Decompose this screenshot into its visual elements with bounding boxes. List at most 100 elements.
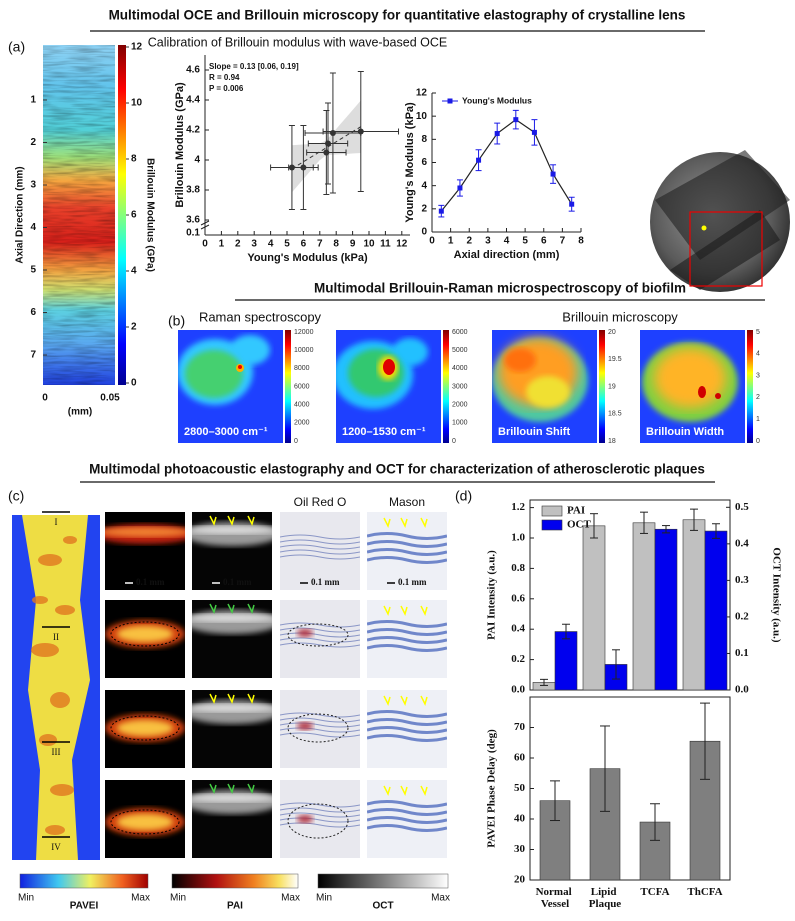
arrow <box>209 515 217 527</box>
roi-box <box>689 211 763 287</box>
arrow <box>420 517 428 529</box>
x-tick-label: 1 <box>448 236 454 247</box>
spectral-image <box>178 330 283 443</box>
y-tick-label: 60 <box>514 752 526 764</box>
legend-swatch <box>541 505 563 517</box>
x-tick-label: 5 <box>284 239 290 250</box>
colorbar-tick-label: 2000 <box>452 402 468 409</box>
column-title: Raman spectroscopy <box>199 309 322 324</box>
colorbar-tick-label: 19.5 <box>608 356 622 363</box>
x-tick-label: 3 <box>251 239 257 250</box>
image-label: 2800–3000 cm⁻¹ <box>184 426 268 438</box>
y-tick-label: 0.6 <box>511 592 525 604</box>
tissue-layer <box>367 808 447 816</box>
colorbar-tick-label: 6000 <box>452 329 468 336</box>
tissue-layer <box>367 824 447 832</box>
blob <box>392 338 428 366</box>
colorbar <box>317 873 449 889</box>
colorbar-min: Min <box>316 893 332 904</box>
tissue-layer <box>280 727 360 733</box>
image-background <box>280 600 360 678</box>
hotspot <box>698 386 706 398</box>
section-title: Multimodal OCE and Brillouin microscopy … <box>109 8 686 23</box>
pai-image <box>105 690 185 768</box>
lens-photo-band <box>670 210 780 290</box>
oct-image <box>192 690 272 768</box>
image-label: Brillouin Shift <box>498 426 570 438</box>
y2-tick-label: 0.1 <box>735 647 749 659</box>
tissue-layer <box>280 812 360 818</box>
annotation: Slope = 0.13 [0.06, 0.19] <box>209 62 299 71</box>
y-axis-label: Young's Modulus (kPa) <box>404 102 416 223</box>
x-tick-label: 7 <box>317 239 323 250</box>
y-tick-label: 3.8 <box>186 185 200 196</box>
colorbar-tick-label: 0 <box>294 438 298 445</box>
column-title: Oil Red O <box>294 495 347 509</box>
tissue-layer <box>280 802 360 808</box>
hotspot <box>38 554 62 566</box>
tissue-layer <box>280 622 360 628</box>
colorbar-tick-label: 6 <box>131 210 137 221</box>
tissue-layer <box>367 628 447 636</box>
point <box>476 157 482 163</box>
arrow <box>227 603 235 615</box>
bar <box>682 519 706 691</box>
error-bar <box>562 623 570 640</box>
colorbar-tick-label: 8 <box>131 154 137 165</box>
error-bar <box>540 678 548 686</box>
arrow <box>383 605 391 617</box>
y-tick-label: 4.2 <box>186 125 200 136</box>
colorbar-tick-label: 8000 <box>294 365 310 372</box>
tissue-layer <box>280 712 360 718</box>
hotspot <box>50 692 70 708</box>
point <box>357 128 364 135</box>
mason-image <box>367 512 447 590</box>
y2-tick-label: 0.0 <box>735 684 749 696</box>
blob <box>504 348 536 372</box>
y-tick-label: 4 <box>421 180 427 191</box>
hotspot <box>50 784 74 796</box>
blob <box>192 526 272 534</box>
y-tick-label: 50 <box>514 782 526 794</box>
point <box>329 130 336 136</box>
bar <box>654 528 678 691</box>
y-axis-label: PAVEI Phase Delay (deg) <box>486 729 498 848</box>
oct-image <box>192 512 272 590</box>
x-tick-label: 1 <box>219 239 225 250</box>
tissue-layer <box>280 539 360 545</box>
y-tick-label: 0.0 <box>511 684 525 696</box>
arrow <box>209 603 217 615</box>
panel-label: (b) <box>168 313 185 329</box>
x-tick-label: 10 <box>363 239 375 250</box>
segment-label: I <box>55 517 58 527</box>
line <box>440 118 573 212</box>
arrow <box>383 517 391 529</box>
bar <box>704 530 728 691</box>
arrow <box>247 693 255 705</box>
x-tick-label: 0 <box>429 236 435 247</box>
tissue-layer <box>367 816 447 824</box>
colorbar-max: Max <box>131 893 150 904</box>
y-tick-label: 20 <box>514 874 526 886</box>
colorbar-tick-label: 2 <box>131 322 137 333</box>
colorbar-label: Brillouin Modulus (GPa) <box>144 158 155 272</box>
tissue-layer <box>367 532 447 540</box>
blob <box>117 720 173 736</box>
chart: 0.0 0.2 0.4 0.6 0.8 1.0 1.2 0.0 0.1 0.2 0.3 0.4 0.5 P… <box>486 499 782 696</box>
arrow <box>383 785 391 797</box>
blob <box>192 704 272 712</box>
tissue-layer <box>367 636 447 644</box>
spectral-image <box>492 330 597 443</box>
tissue-layer <box>280 534 360 540</box>
colorbar-tick-label: 4000 <box>294 402 310 409</box>
hotspot <box>31 643 59 657</box>
y-tick-label: 4 <box>194 155 200 166</box>
oct-image <box>192 600 272 678</box>
pai-image <box>105 600 185 678</box>
charts: Calibration of Brillouin modulus with wa… <box>148 35 783 909</box>
colorbar-name: PAVEI <box>70 901 99 912</box>
colorbar <box>599 330 605 443</box>
y-tick-label: 1.0 <box>511 532 525 544</box>
x-tick-label: 5 <box>522 236 528 247</box>
blob <box>297 722 313 730</box>
